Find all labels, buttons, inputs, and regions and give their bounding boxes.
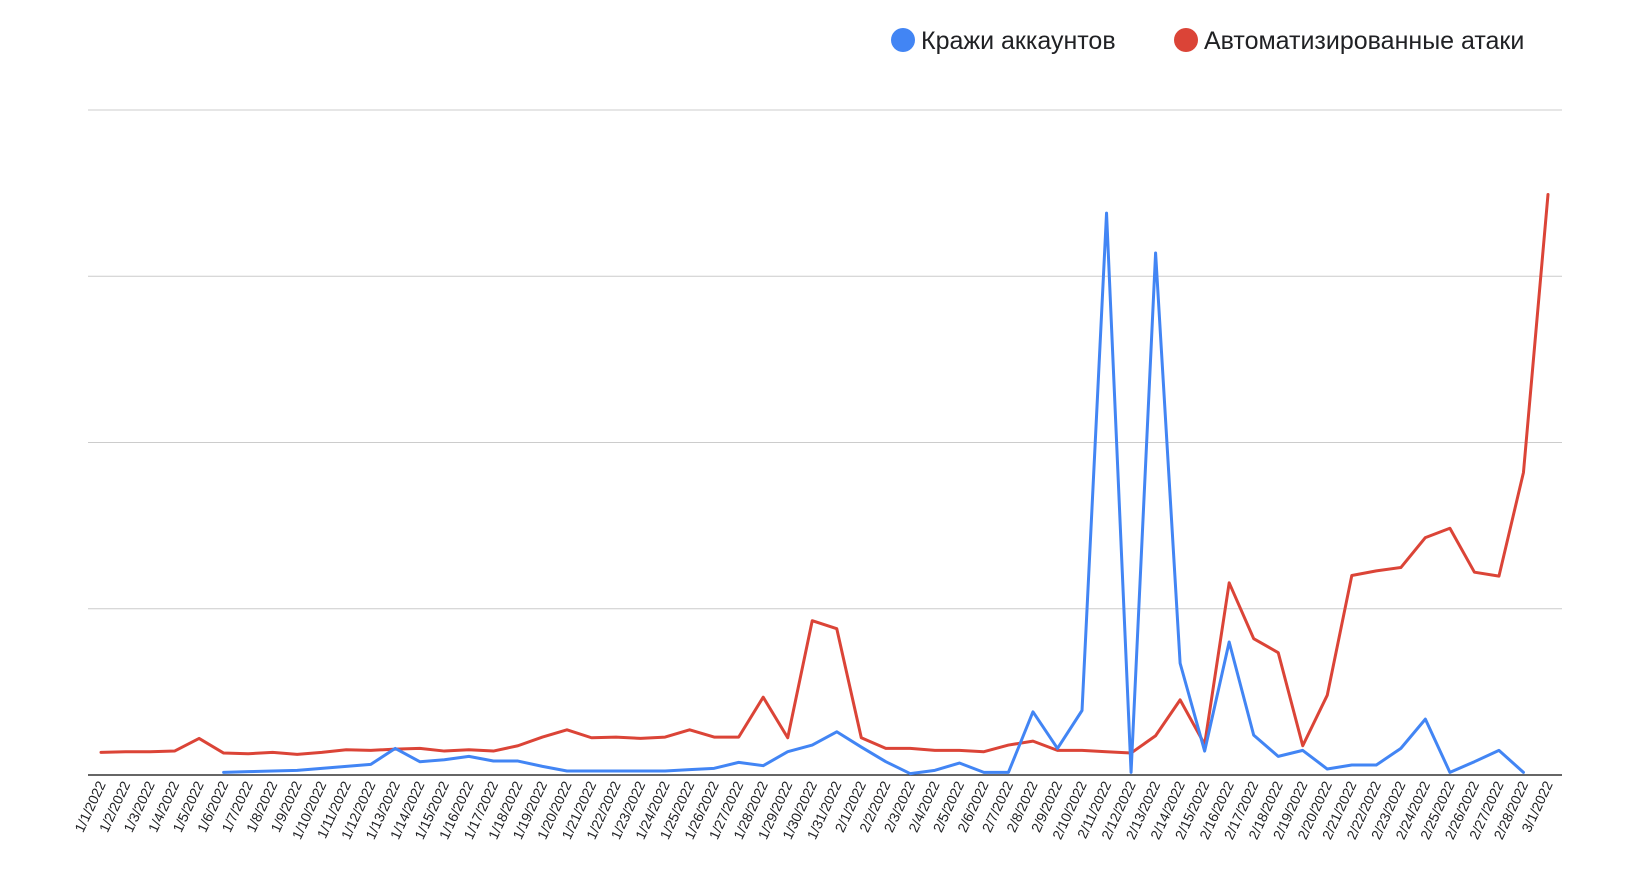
chart-legend: Кражи аккаунтов Автоматизированные атаки — [891, 27, 1524, 55]
legend-item-automated-attacks: Автоматизированные атаки — [1174, 27, 1524, 55]
x-axis-tick-labels: 1/1/20221/2/20221/3/20221/4/20221/5/2022… — [71, 778, 1556, 841]
series-line-automated-attacks — [99, 192, 1550, 756]
legend-label-automated-attacks: Автоматизированные атаки — [1204, 27, 1524, 55]
legend-label-account-theft: Кражи аккаунтов — [921, 27, 1116, 55]
grid-lines — [88, 109, 1562, 776]
series-line-account-theft — [222, 211, 1525, 776]
series-lines — [99, 192, 1550, 776]
legend-marker-account-theft — [891, 28, 915, 52]
legend-item-account-theft: Кражи аккаунтов — [891, 27, 1116, 55]
legend-marker-automated-attacks — [1174, 28, 1198, 52]
